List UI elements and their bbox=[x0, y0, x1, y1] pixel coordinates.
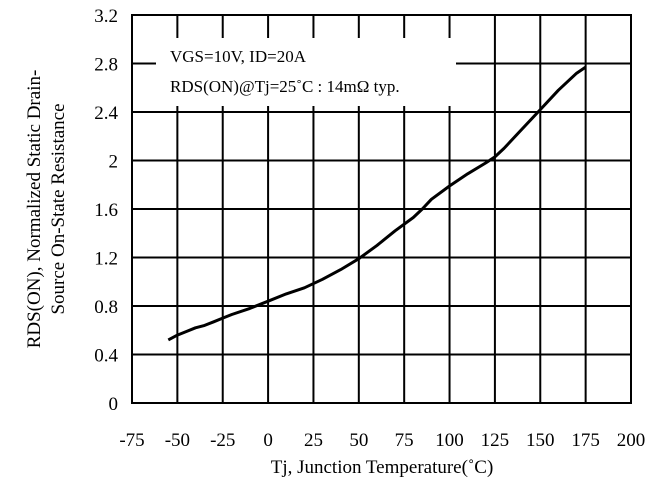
x-tick-label: 25 bbox=[304, 430, 323, 451]
x-tick-labels: -75 -50 -25 0 25 50 75 100 125 150 175 200 bbox=[119, 430, 645, 451]
y-tick-label: 0 bbox=[109, 394, 119, 415]
x-tick-label: 200 bbox=[617, 430, 646, 451]
y-tick-label: 2.4 bbox=[94, 103, 118, 124]
annotation-line-2: RDS(ON)@Tj=25˚C : 14mΩ typ. bbox=[170, 77, 400, 96]
x-tick-label: 75 bbox=[395, 430, 414, 451]
rdson-curve bbox=[167, 65, 587, 342]
horizontal-gridlines bbox=[132, 62, 631, 356]
plot-frame bbox=[131, 14, 632, 404]
y-tick-label: 2.8 bbox=[94, 55, 118, 76]
y-tick-label: 1.6 bbox=[94, 200, 118, 221]
x-tick-label: -25 bbox=[210, 430, 235, 451]
x-tick-label: -50 bbox=[165, 430, 190, 451]
x-tick-label: 50 bbox=[349, 430, 368, 451]
y-tick-label: 0.8 bbox=[94, 297, 118, 318]
x-tick-label: 150 bbox=[526, 430, 555, 451]
y-tick-label: 1.2 bbox=[94, 249, 118, 270]
x-tick-label: 175 bbox=[571, 430, 600, 451]
y-axis-title-line-1: RDS(ON), Normalized Static Drain- bbox=[24, 70, 45, 349]
annotation-line-1: VGS=10V, ID=20A bbox=[170, 47, 307, 66]
y-axis-title-line-2: Source On-State Resistance bbox=[48, 103, 69, 314]
annotation-box bbox=[156, 38, 456, 106]
x-axis-title: Tj, Junction Temperature(˚C) bbox=[271, 457, 494, 478]
y-tick-label: 2 bbox=[109, 152, 119, 173]
x-tick-label: 0 bbox=[263, 430, 273, 451]
x-tick-label: 100 bbox=[435, 430, 464, 451]
y-tick-label: 0.4 bbox=[94, 346, 118, 367]
x-tick-label: 125 bbox=[481, 430, 510, 451]
y-tick-labels: 0 0.4 0.8 1.2 1.6 2 2.4 2.8 3.2 bbox=[94, 6, 118, 415]
y-tick-label: 3.2 bbox=[94, 6, 118, 27]
x-tick-label: -75 bbox=[119, 430, 144, 451]
